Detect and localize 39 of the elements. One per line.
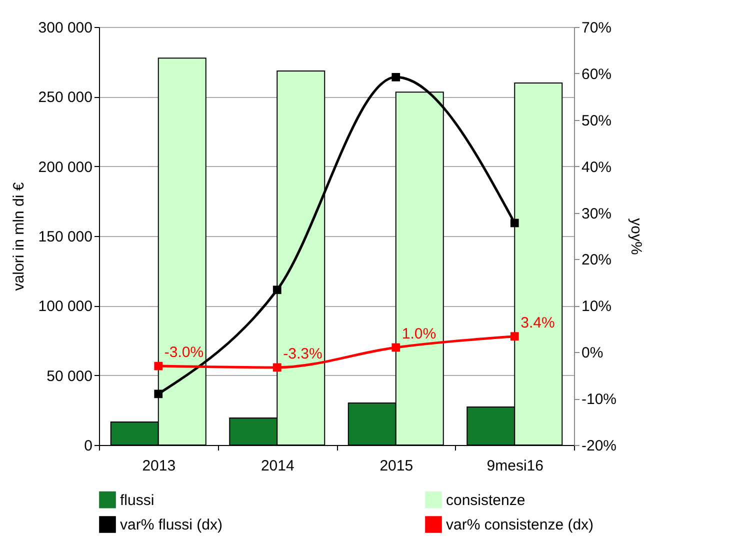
x-tick-label: 9mesi16: [486, 458, 544, 474]
legend-label: consistenze: [446, 492, 526, 509]
x-tick-label: 2015: [380, 458, 414, 474]
point: [510, 332, 519, 341]
y2-tick-label: 40%: [582, 158, 612, 176]
y-tick-label: 300 000: [38, 20, 92, 36]
y-tick-label: 50 000: [46, 368, 92, 385]
legend-label: flussi: [120, 492, 154, 509]
data-label: -3.0%: [164, 344, 204, 362]
point: [510, 218, 519, 228]
y2-tick-label: 20%: [582, 252, 612, 269]
point: [272, 286, 282, 294]
point: [272, 363, 282, 372]
y2-tick-label: 30%: [582, 205, 612, 222]
y2-tick-label: -10%: [582, 391, 617, 408]
y-tick-label: 150 000: [38, 228, 92, 246]
data-label: 3.4%: [520, 314, 555, 332]
y-tick-label: 200 000: [38, 158, 92, 176]
data-label: 1.0%: [402, 325, 436, 342]
y-tick-label: 100 000: [38, 298, 92, 316]
y2-tick-label: -20%: [582, 438, 617, 454]
legend-label: var% flussi (dx): [120, 516, 223, 534]
y2-tick-label: 0%: [582, 344, 604, 362]
y2-tick-label: 60%: [582, 66, 612, 83]
y2-tick-label: 50%: [582, 112, 612, 130]
x-tick-label: 2014: [260, 458, 294, 474]
y-tick-label: 0: [84, 438, 92, 454]
y-tick-label: 250 000: [38, 89, 92, 106]
point: [392, 343, 400, 352]
y-axis-title: valori in mln di €: [10, 182, 28, 291]
y2-tick-label: 70%: [582, 20, 612, 36]
legend-label: var% consistenze (dx): [446, 516, 594, 534]
y2-tick-label: 10%: [582, 298, 612, 316]
point: [154, 390, 163, 398]
point: [154, 362, 163, 370]
y2-axis-title: yoy%: [628, 218, 645, 255]
x-tick-label: 2013: [142, 458, 176, 474]
point: [392, 72, 400, 82]
data-label: -3.3%: [283, 345, 322, 362]
